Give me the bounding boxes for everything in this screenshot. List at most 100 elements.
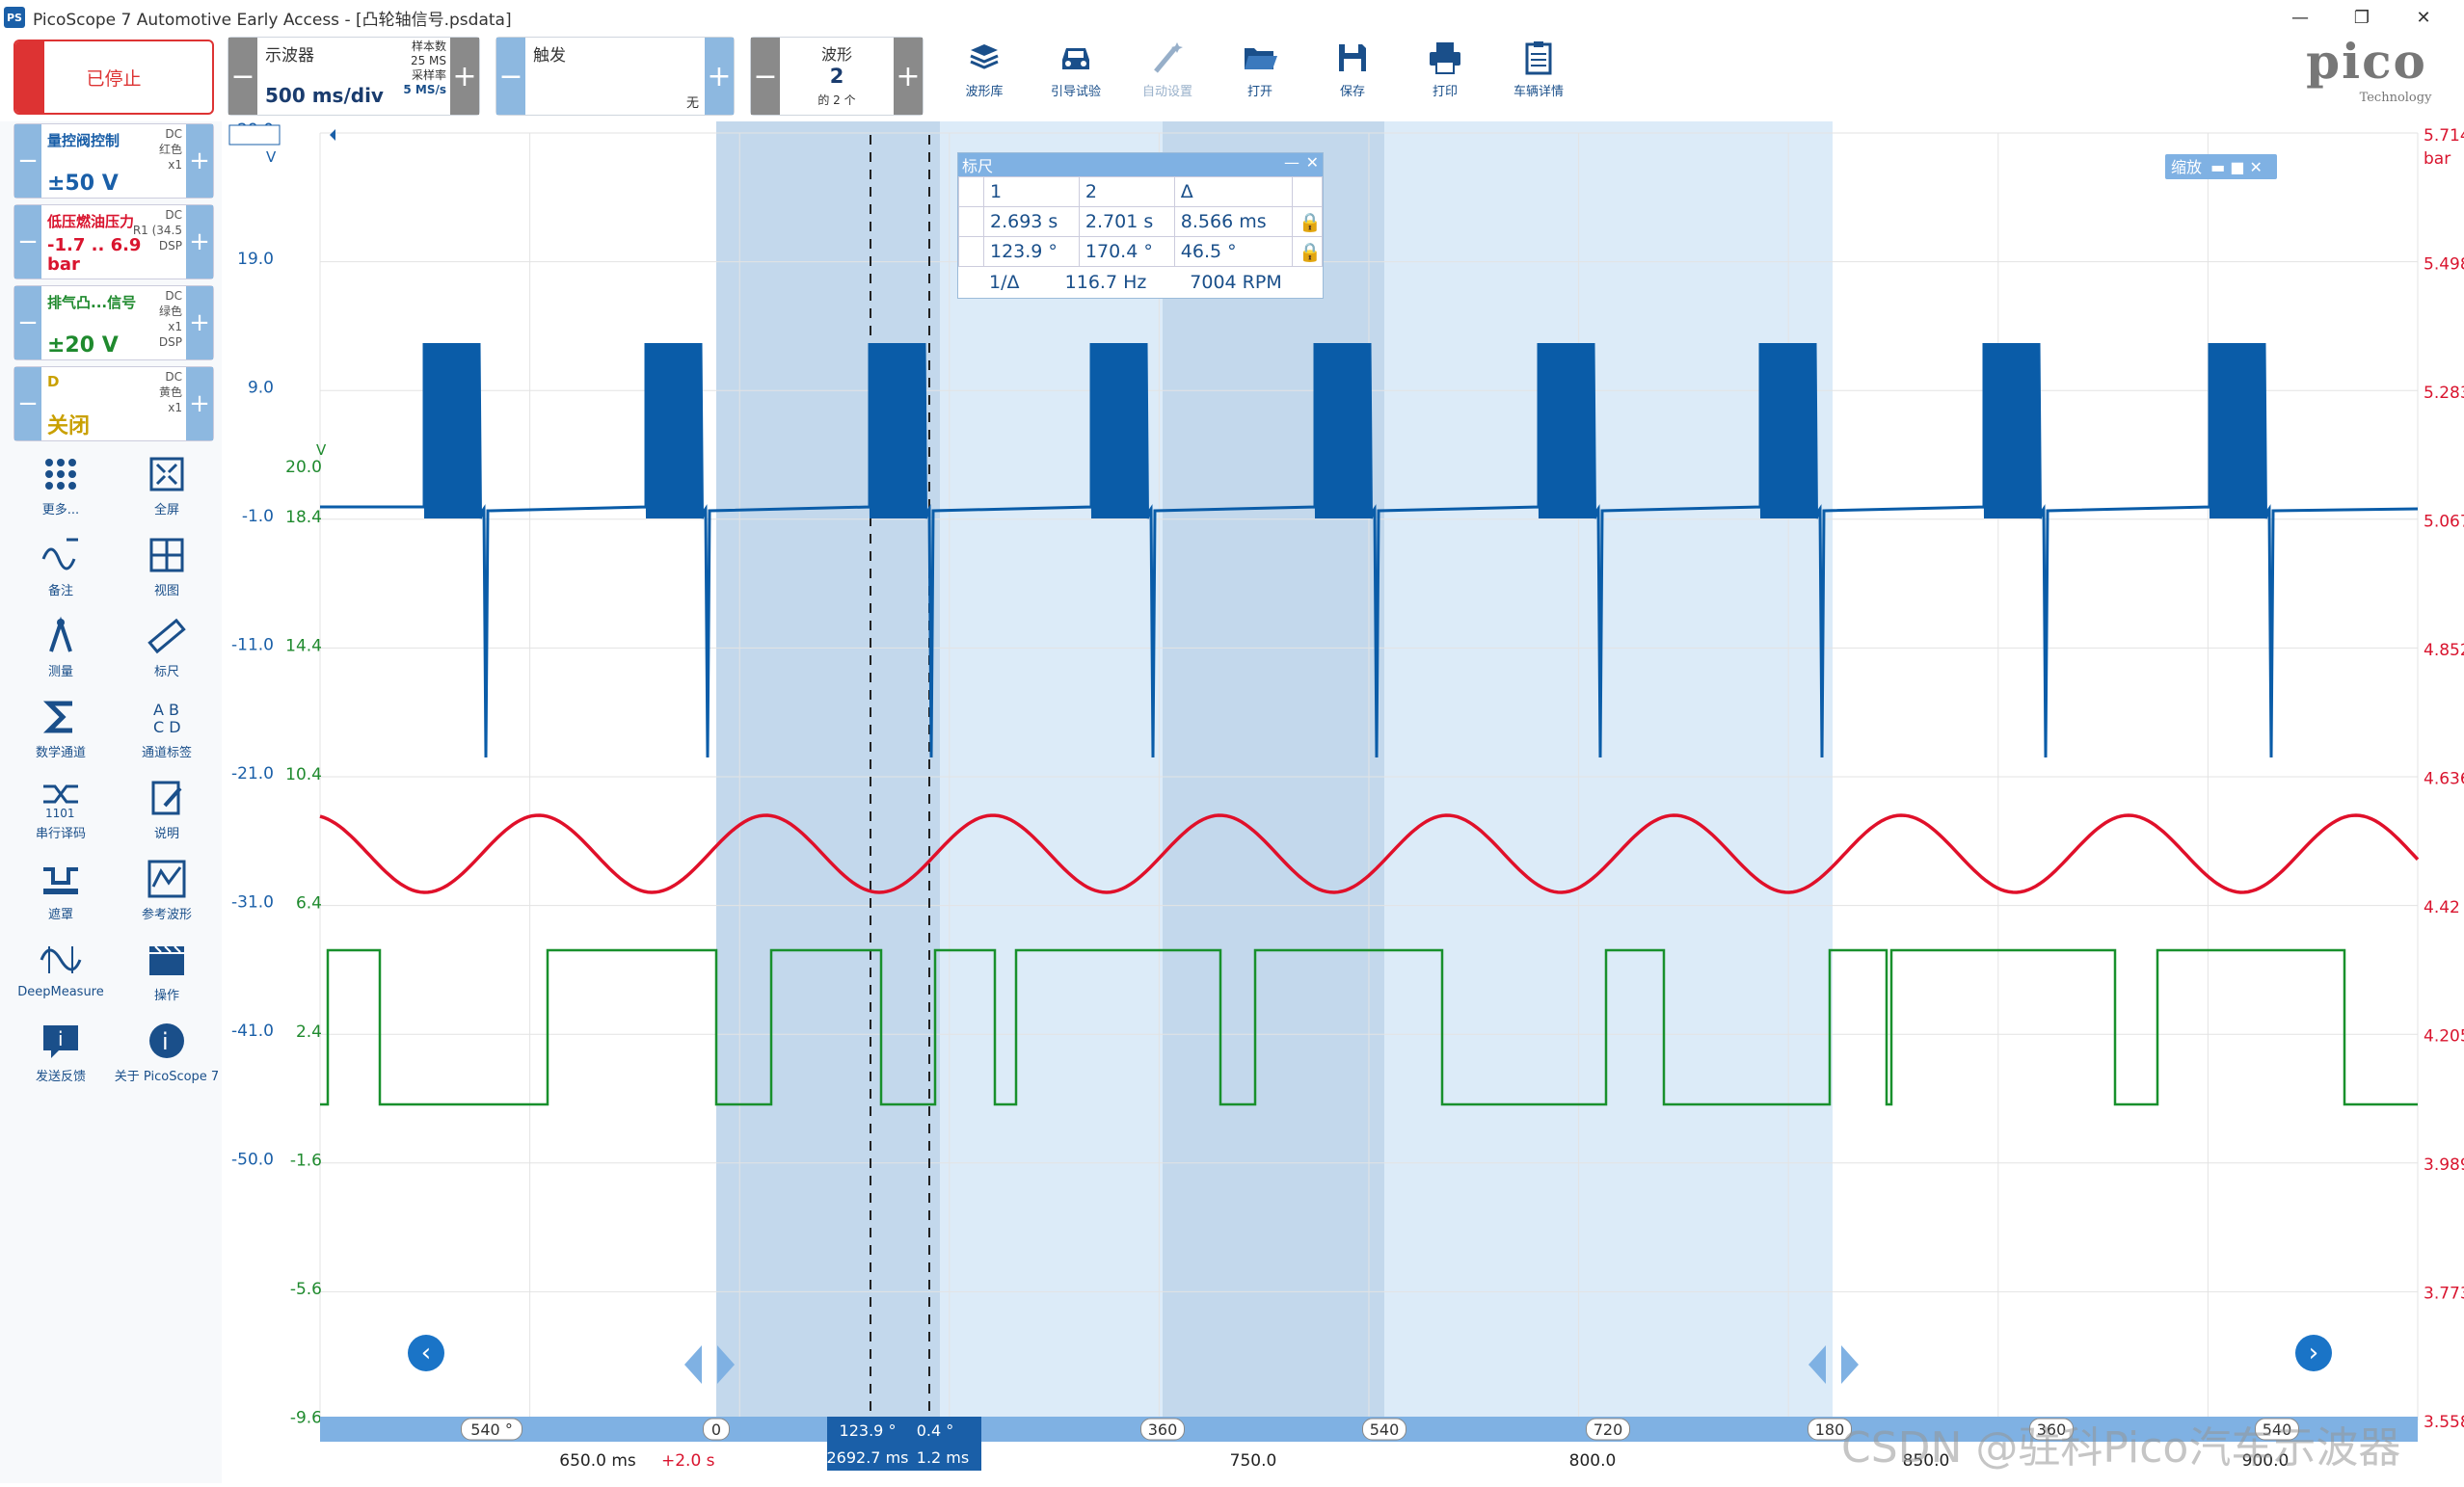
right-axis-tick: 4.42 xyxy=(2424,898,2460,917)
tool-label: 更多... xyxy=(41,503,80,518)
angle-tick-bubble xyxy=(2029,1418,2074,1441)
save-label: 保存 xyxy=(1339,85,1365,99)
zoom-panel[interactable]: 缩放 ▬ ■ ✕ xyxy=(2165,154,2277,179)
tool-view-grid-button[interactable]: 视图 xyxy=(114,534,220,611)
scroll-right-icon[interactable]: › xyxy=(2295,1335,2332,1371)
left-axis-b-tick: 10.4 xyxy=(285,765,322,784)
channel-a-trace xyxy=(320,342,2419,758)
channel-name: D xyxy=(47,373,60,390)
tool-mask-button[interactable]: 遮罩 xyxy=(8,858,114,935)
waveform-library-button[interactable]: 波形库 xyxy=(943,39,1026,112)
minimize-icon[interactable]: — xyxy=(2291,7,2309,28)
tool-edit-note-button[interactable]: 说明 xyxy=(114,777,220,854)
channel-range-down-button[interactable]: − xyxy=(14,205,41,279)
auto-setup-button[interactable]: 自动设置 xyxy=(1126,39,1209,112)
trigger-plus-button[interactable]: + xyxy=(705,38,734,115)
right-axis-tick: 3.773 xyxy=(2424,1285,2464,1304)
cursor-angle-2: 0.4 ° xyxy=(917,1421,954,1440)
tool-info-button[interactable]: i 关于 PicoScope 7 xyxy=(114,1020,220,1097)
zoom-minimize-icon[interactable]: ▬ xyxy=(2210,158,2226,176)
lock-icon[interactable]: 🔒 xyxy=(1292,206,1323,237)
vehicle-details-button[interactable]: 车辆详情 xyxy=(1497,39,1580,112)
timebase-minus-button[interactable]: − xyxy=(228,38,257,115)
channel-range[interactable]: 关闭 xyxy=(47,414,91,438)
channel-range-down-button[interactable]: − xyxy=(14,367,41,440)
tool-ruler-button[interactable]: 标尺 xyxy=(114,615,220,692)
channel-C-panel[interactable]: − + 排气凸...信号 ±20 V DC 绿色 x1 DSP xyxy=(13,285,214,360)
trigger-mode[interactable]: 无 xyxy=(685,96,699,111)
tool-label: 关于 PicoScope 7 xyxy=(114,1070,220,1084)
ruler-icon xyxy=(147,618,186,654)
channel-range-up-button[interactable]: + xyxy=(186,367,213,440)
tool-serial-decode-button[interactable]: 1101 串行译码 xyxy=(8,777,114,854)
tool-sigma-button[interactable]: 数学通道 xyxy=(8,696,114,773)
tool-note-wave-button[interactable]: 备注 xyxy=(8,534,114,611)
oscilloscope-display[interactable]: 29.019.09.0-1.0-11.0-21.0-31.0-41.0-50.0… xyxy=(224,120,2464,1483)
channel-A-panel[interactable]: − + 量控阀控制 ±50 V DC 红色 x1 xyxy=(13,123,214,199)
channel-coupling: DC xyxy=(165,127,182,141)
lock-icon[interactable]: 🔒 xyxy=(1292,236,1323,267)
channel-info: DC 黄色 x1 xyxy=(159,369,182,415)
save-icon xyxy=(1339,44,1366,71)
tool-label: 标尺 xyxy=(153,665,179,679)
ruler-minimize-icon[interactable]: — xyxy=(1284,153,1299,172)
channel-range-up-button[interactable]: + xyxy=(186,286,213,359)
left-axis-a-tick: -1.0 xyxy=(242,507,274,526)
left-axis-a-unit: V xyxy=(266,148,277,166)
tool-deepmeasure-button[interactable]: DeepMeasure xyxy=(8,939,114,1016)
channel-range[interactable]: -1.7 .. 6.9 bar xyxy=(47,235,142,275)
tool-clapper-button[interactable]: 操作 xyxy=(114,939,220,1016)
waveform-next-button[interactable]: + xyxy=(894,38,923,115)
channel-range[interactable]: ±50 V xyxy=(47,172,119,196)
restore-icon[interactable]: ❐ xyxy=(2353,7,2370,28)
serial-decode-icon: 1101 xyxy=(43,784,78,819)
channel-color: 黄色 xyxy=(158,385,182,399)
channel-range[interactable]: ±20 V xyxy=(47,333,119,358)
waveform-prev-button[interactable]: − xyxy=(751,38,780,115)
channel-range-up-button[interactable]: + xyxy=(186,124,213,198)
tool-label: 串行译码 xyxy=(35,827,86,841)
timebase-value[interactable]: 500 ms/div xyxy=(265,84,384,107)
time-axis-tick: 750.0 xyxy=(1230,1451,1277,1471)
channel-range-down-button[interactable]: − xyxy=(14,286,41,359)
channel-D-panel[interactable]: − + D 关闭 DC 黄色 x1 xyxy=(13,366,214,441)
ruler-cell: 8.566 ms xyxy=(1173,206,1294,237)
ruler-close-icon[interactable]: ✕ xyxy=(1305,153,1319,172)
tool-feedback-button[interactable]: i 发送反馈 xyxy=(8,1020,114,1097)
tool-grid-dots-button[interactable]: 更多... xyxy=(8,453,114,530)
guided-test-button[interactable]: 引导试验 xyxy=(1034,39,1117,112)
channel-extra: DSP xyxy=(158,335,182,349)
scroll-left-icon[interactable]: ‹ xyxy=(408,1335,444,1371)
stop-button[interactable]: 已停止 xyxy=(13,40,214,115)
left-axis-a-tick: -31.0 xyxy=(231,893,274,913)
angle-tick: 0 xyxy=(711,1421,721,1439)
left-axis-a-tick: 9.0 xyxy=(248,379,274,398)
left-axis-b-unit: V xyxy=(316,441,327,459)
waveform-library-label: 波形库 xyxy=(965,85,1004,99)
ruler-header[interactable]: 标尺 — ✕ xyxy=(958,153,1323,176)
ruler-cell: 123.9 ° xyxy=(983,236,1080,267)
timebase-plus-button[interactable]: + xyxy=(450,38,479,115)
save-button[interactable]: 保存 xyxy=(1311,39,1394,112)
channel-range-up-button[interactable]: + xyxy=(186,205,213,279)
channel-B-panel[interactable]: − + 低压燃油压力 -1.7 .. 6.9 bar DC R1 (34.5 D… xyxy=(13,204,214,279)
tool-fullscreen-button[interactable]: 全屏 xyxy=(114,453,220,530)
trigger-minus-button[interactable]: − xyxy=(496,38,525,115)
tool-measure-button[interactable]: 测量 xyxy=(8,615,114,692)
deepmeasure-icon xyxy=(40,946,82,973)
angle-tick-bubble xyxy=(461,1418,522,1441)
print-button[interactable]: 打印 xyxy=(1404,39,1486,112)
angle-tick: 720 xyxy=(1594,1421,1623,1439)
waveform-group: − + 波形 2 的 2 个 xyxy=(750,37,924,116)
channel-info: DC 红色 x1 xyxy=(159,126,182,173)
zoom-close-icon[interactable]: ✕ xyxy=(2249,158,2263,176)
close-icon[interactable]: ✕ xyxy=(2416,7,2431,28)
left-axis-b-tick: 14.4 xyxy=(285,637,322,656)
tool-reference-wave-button[interactable]: 参考波形 xyxy=(114,858,220,935)
zoom-maximize-icon[interactable]: ■ xyxy=(2230,158,2245,176)
open-button[interactable]: 打开 xyxy=(1219,39,1301,112)
tool-label: 参考波形 xyxy=(141,908,192,922)
ruler-panel[interactable]: 标尺 — ✕ 1 2 Δ 2.693 s 2.701 s 8.566 ms 🔒 … xyxy=(957,152,1324,299)
channel-range-down-button[interactable]: − xyxy=(14,124,41,198)
